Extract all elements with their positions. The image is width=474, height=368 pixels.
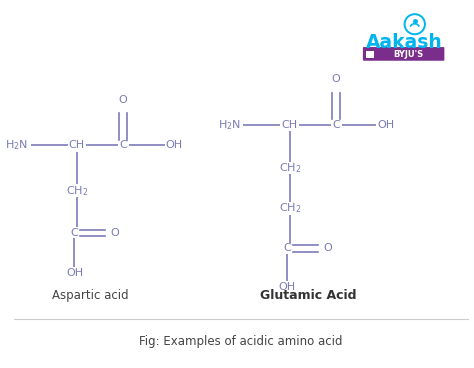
Text: O: O xyxy=(332,74,340,85)
Text: OH: OH xyxy=(166,140,183,150)
Text: Fig: Examples of acidic amino acid: Fig: Examples of acidic amino acid xyxy=(139,335,343,348)
Text: C: C xyxy=(332,120,340,130)
Text: C: C xyxy=(71,228,78,238)
Text: Aspartic acid: Aspartic acid xyxy=(52,289,129,302)
Text: Glutamic Acid: Glutamic Acid xyxy=(260,289,356,302)
Text: O: O xyxy=(324,243,332,254)
Text: O: O xyxy=(118,95,128,105)
Text: OH: OH xyxy=(66,268,83,278)
FancyBboxPatch shape xyxy=(363,47,444,61)
Text: OH: OH xyxy=(377,120,394,130)
Text: CH: CH xyxy=(282,120,298,130)
Text: CH: CH xyxy=(69,140,85,150)
Text: C: C xyxy=(119,140,127,150)
Text: OH: OH xyxy=(279,282,296,292)
Text: CH$_2$: CH$_2$ xyxy=(279,201,301,215)
Text: H$_2$N: H$_2$N xyxy=(218,118,241,131)
FancyBboxPatch shape xyxy=(366,51,374,58)
Text: +: + xyxy=(367,50,373,59)
Text: Aakash: Aakash xyxy=(366,33,442,52)
Text: BYJU'S: BYJU'S xyxy=(394,50,424,59)
Text: O: O xyxy=(110,228,119,238)
Text: CH$_2$: CH$_2$ xyxy=(65,184,88,198)
Text: C: C xyxy=(283,243,292,254)
Text: CH$_2$: CH$_2$ xyxy=(279,161,301,175)
Text: H$_2$N: H$_2$N xyxy=(5,138,28,152)
